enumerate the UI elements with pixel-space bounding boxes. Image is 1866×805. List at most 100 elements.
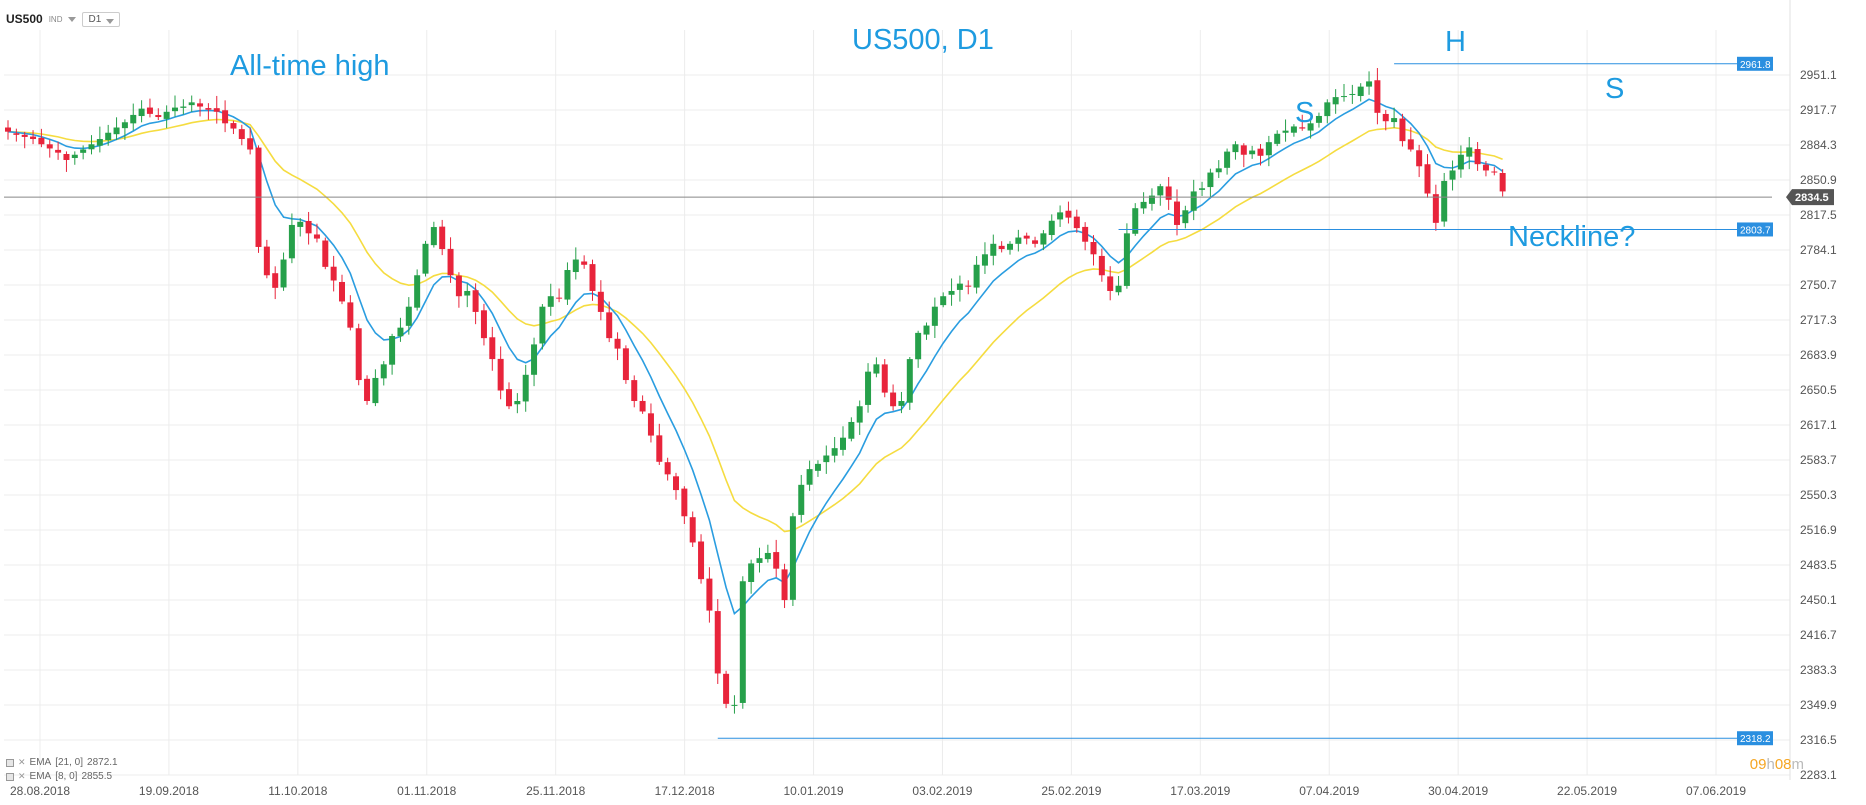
annotation-left-shoulder: S [1295, 97, 1314, 129]
candle-body [681, 488, 688, 517]
ema-21-line [7, 118, 1503, 533]
candle-body [422, 243, 429, 274]
candle-body [931, 306, 938, 326]
candle-body [1182, 210, 1189, 224]
candle-body [464, 290, 471, 296]
chart-title: US500, D1 [852, 24, 994, 56]
candle-body [1240, 145, 1247, 155]
candle-body [1432, 194, 1439, 223]
candle-body [439, 226, 446, 250]
candle-body [1424, 164, 1431, 194]
candle-body [1474, 149, 1481, 165]
candle-body [1123, 233, 1130, 286]
y-tick-label: 2316.5 [1800, 733, 1837, 747]
candle-body [305, 220, 312, 234]
candle-body [372, 377, 379, 404]
level-high-tag-label: 2961.8 [1740, 60, 1771, 71]
candle-body [731, 704, 738, 706]
candle-body [105, 132, 112, 141]
level-neckline-tag-label: 2803.7 [1740, 225, 1771, 236]
y-tick-label: 2650.5 [1800, 383, 1837, 397]
x-tick-label: 11.10.2018 [268, 784, 327, 798]
candle-body [564, 270, 571, 300]
candle-body [1257, 148, 1264, 156]
candle-body [113, 127, 120, 135]
candle-body [63, 154, 70, 160]
countdown-hours: 09 [1749, 756, 1767, 773]
candle-body [1190, 191, 1197, 211]
candle-body [723, 673, 730, 704]
chevron-down-icon [106, 18, 115, 24]
y-tick-label: 2784.1 [1800, 243, 1837, 257]
candle-body [1307, 123, 1314, 131]
countdown-m-unit: m [1791, 756, 1805, 773]
candle-body [848, 421, 855, 439]
candle-body [330, 266, 337, 281]
candle-body [1082, 226, 1089, 242]
settings-icon[interactable] [6, 758, 14, 767]
candle-body [1023, 235, 1030, 239]
candle-body [238, 129, 245, 140]
candle-body [1090, 242, 1097, 255]
y-tick-label: 2516.9 [1800, 523, 1837, 537]
chart-toolbar: US500 IND D1 [6, 10, 121, 28]
candle-body [38, 137, 45, 145]
candle-body [71, 154, 78, 159]
candle-body [873, 364, 880, 374]
candle-body [205, 108, 212, 110]
candle-body [272, 273, 279, 288]
candle-body [923, 325, 930, 335]
y-tick-label: 2717.3 [1800, 313, 1837, 327]
y-tick-label: 2617.1 [1800, 418, 1837, 432]
y-tick-label: 2583.7 [1800, 453, 1837, 467]
candle-body [906, 359, 913, 403]
x-tick-label: 25.02.2019 [1041, 784, 1101, 798]
legend-value: 2872.1 [87, 757, 118, 768]
level-neckline-tag [1737, 222, 1773, 237]
candle-body [831, 448, 838, 456]
candle-body [998, 245, 1005, 250]
candle-body [1207, 172, 1214, 188]
candle-body [581, 261, 588, 265]
candle-body [172, 107, 178, 112]
candle-body [698, 541, 705, 580]
candle-body [798, 484, 805, 515]
candle-body [1449, 170, 1456, 180]
candle-body [764, 552, 771, 560]
annotation-all-time-high: All-time high [230, 50, 390, 82]
candle-body [547, 296, 554, 307]
candle-body [1299, 127, 1306, 129]
y-tick-label: 2550.3 [1800, 488, 1837, 502]
close-icon[interactable]: ✕ [18, 771, 26, 781]
candle-body [856, 406, 863, 423]
symbol-label[interactable]: US500 [6, 12, 43, 26]
candle-body [180, 106, 187, 108]
y-tick-label: 2817.5 [1800, 208, 1837, 222]
settings-icon[interactable] [6, 772, 14, 781]
legend-params: [21, 0] [55, 757, 84, 768]
candle-body [1324, 102, 1331, 117]
candle-body [1374, 80, 1381, 113]
candle-body [1441, 180, 1448, 222]
candle-body [288, 224, 295, 259]
candle-body [940, 296, 947, 306]
chevron-down-icon[interactable] [68, 16, 77, 22]
candle-body [5, 127, 11, 132]
candle-body [556, 297, 563, 299]
candle-body [840, 437, 846, 450]
candle-body [706, 578, 713, 611]
legend-ema-21: ✕ EMA [21, 0] 2872.1 [6, 757, 118, 768]
candle-body [55, 149, 62, 153]
candle-body [1148, 195, 1155, 204]
candle-body [30, 136, 37, 140]
candle-body [197, 103, 204, 107]
timeframe-select[interactable]: D1 [82, 11, 121, 27]
close-icon[interactable]: ✕ [18, 757, 26, 767]
candle-body [1290, 126, 1297, 133]
candle-body [781, 569, 788, 601]
candle-body [1165, 186, 1172, 200]
y-tick-label: 2884.3 [1800, 138, 1837, 152]
candle-body [1366, 81, 1373, 87]
candle-body [1199, 188, 1206, 190]
